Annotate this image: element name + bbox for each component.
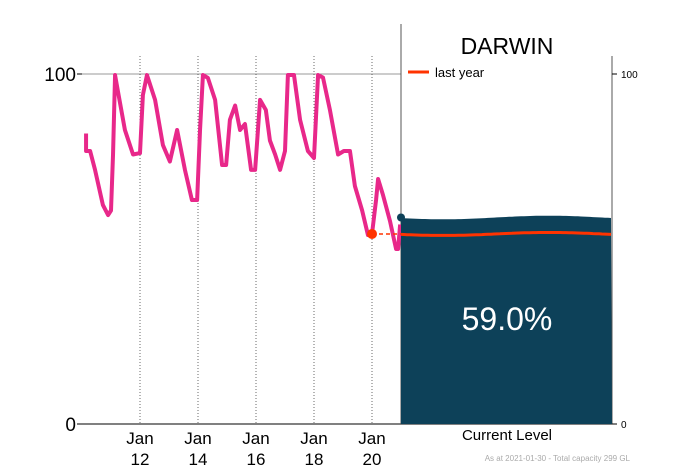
level-series-line <box>84 73 403 251</box>
x-tick-label: Jan <box>300 429 327 448</box>
x-tick-label: Jan <box>184 429 211 448</box>
gauge-edge-cap <box>397 213 405 222</box>
right-y-tick-label: 0 <box>621 420 627 431</box>
x-tick-label: 12 <box>131 450 150 469</box>
x-tick-label: 14 <box>189 450 208 469</box>
right-y-tick-label: 100 <box>621 70 638 81</box>
x-tick-label: Jan <box>242 429 269 448</box>
x-tick-label: 20 <box>363 450 382 469</box>
current-level-value: 59.0% <box>462 301 553 337</box>
last-year-marker <box>367 228 377 239</box>
x-tick-label: Jan <box>126 429 153 448</box>
chart-title: DARWIN <box>461 33 554 59</box>
footnote: As at 2021-01-30 - Total capacity 299 GL <box>485 454 631 463</box>
current-level-fill <box>401 215 612 424</box>
y-tick-label: 100 <box>44 65 76 86</box>
y-tick-label: 0 <box>65 415 76 436</box>
x-tick-label: 18 <box>305 450 324 469</box>
gauge-label: Current Level <box>462 427 552 444</box>
legend-label: last year <box>435 65 485 80</box>
x-tick-label: 16 <box>247 450 266 469</box>
x-tick-label: Jan <box>358 429 385 448</box>
last-year-level-line <box>400 231 612 237</box>
